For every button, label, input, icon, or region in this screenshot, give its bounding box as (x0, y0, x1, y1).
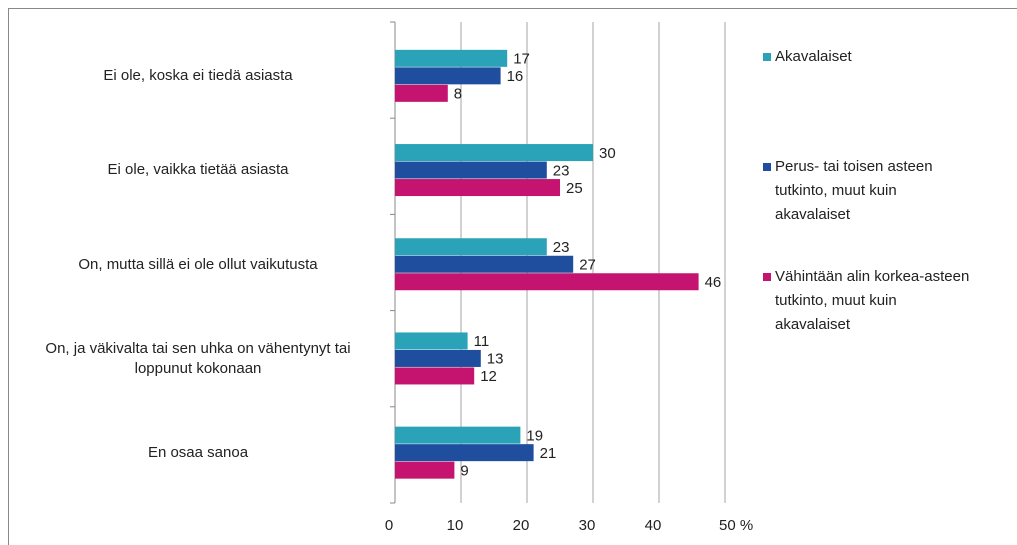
bar (395, 367, 475, 385)
bar (395, 238, 547, 256)
legend-swatch (763, 163, 771, 171)
bar (395, 49, 508, 67)
bar (395, 332, 468, 350)
value-label: 27 (579, 256, 596, 273)
bar (395, 144, 593, 162)
value-label: 9 (460, 462, 468, 479)
value-label: 46 (705, 274, 722, 291)
bar (395, 179, 560, 197)
value-label: 23 (553, 239, 570, 256)
y-tick-label: On, ja väkivalta tai sen uhka on vähenty… (45, 339, 351, 377)
legend-label: Akavalaiset (775, 48, 852, 65)
bar (395, 461, 455, 479)
bar (395, 426, 521, 444)
x-tick-label: 40 (645, 517, 662, 534)
value-label: 8 (454, 86, 462, 103)
bar (395, 273, 699, 291)
y-tick-label: Ei ole, koska ei tiedä asiasta (103, 67, 293, 85)
value-label: 11 (474, 333, 490, 350)
value-label: 25 (566, 180, 583, 197)
y-tick-label: Ei ole, vaikka tietää asiasta (107, 161, 289, 179)
x-tick-label: 30 (579, 517, 596, 534)
y-tick-label: En osaa sanoa (147, 443, 249, 461)
legend-label: Vähintään alin korkea-asteen tutkinto, m… (775, 268, 970, 333)
x-tick-label: 50 % (719, 517, 753, 534)
value-label: 12 (480, 368, 497, 385)
legend-label: Perus- tai toisen asteen tutkinto, muut … (775, 158, 933, 223)
frame (8, 8, 1017, 545)
y-tick-label: On, mutta sillä ei ole ollut vaikutusta (78, 255, 318, 273)
bar (395, 84, 448, 102)
bar (395, 349, 481, 367)
value-label: 13 (487, 351, 504, 368)
value-label: 23 (553, 162, 570, 179)
bar (395, 444, 534, 462)
x-tick-label: 20 (513, 517, 530, 534)
bar (395, 67, 501, 85)
bar (395, 161, 547, 179)
bar (395, 255, 574, 273)
value-label: 30 (599, 145, 616, 162)
value-label: 16 (507, 68, 524, 85)
value-label: 17 (513, 51, 530, 68)
x-tick-label: 0 (385, 517, 393, 534)
value-label: 21 (540, 445, 557, 462)
legend-swatch (763, 53, 771, 61)
x-tick-label: 10 (447, 517, 464, 534)
legend-swatch (763, 273, 771, 281)
value-label: 19 (526, 427, 543, 444)
